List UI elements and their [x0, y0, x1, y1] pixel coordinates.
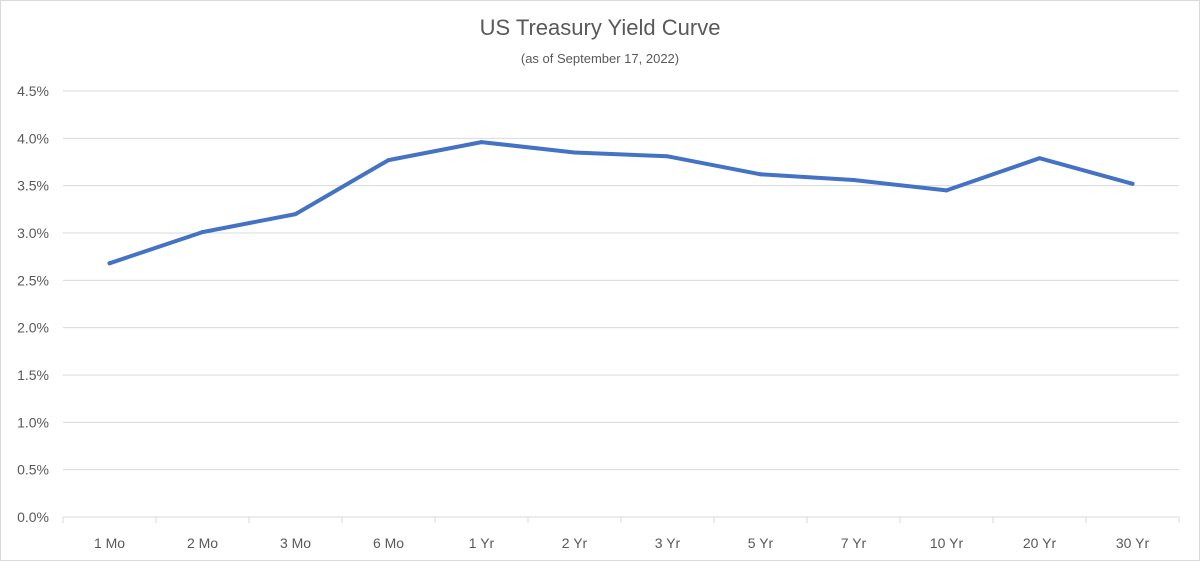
x-tick-label: 5 Yr — [748, 535, 774, 551]
data-point — [293, 212, 298, 217]
y-tick-label: 2.5% — [17, 272, 49, 288]
series-layer — [107, 140, 1135, 266]
data-point — [1037, 156, 1042, 161]
data-point — [944, 188, 949, 193]
y-tick-label: 0.5% — [17, 462, 49, 478]
x-tick-label: 2 Mo — [187, 535, 218, 551]
data-point — [479, 140, 484, 145]
data-point — [386, 158, 391, 163]
x-tick-label: 6 Mo — [373, 535, 404, 551]
y-tick-label: 4.0% — [17, 130, 49, 146]
x-tick-label: 3 Yr — [655, 535, 681, 551]
x-tick-label: 10 Yr — [930, 535, 964, 551]
x-axis-tick-labels: 1 Mo 2 Mo 3 Mo 6 Mo 1 Yr 2 Yr 3 Yr 5 Yr 7 Yr 10 Y… — [94, 535, 1150, 551]
x-tick-label: 1 Mo — [94, 535, 125, 551]
y-axis-tick-labels: 0.0% 0.5% 1.0% 1.5% 2.0% 2.5% 3.0% 3.5% 4.0% 4.5% — [17, 83, 49, 525]
data-point — [572, 150, 577, 155]
y-tick-label: 3.0% — [17, 225, 49, 241]
grid-lines — [63, 90, 1179, 471]
data-point — [758, 172, 763, 177]
data-point — [851, 177, 856, 182]
x-axis — [62, 516, 1180, 523]
y-tick-label: 1.0% — [17, 414, 49, 430]
chart-title: US Treasury Yield Curve — [479, 15, 721, 40]
y-tick-label: 4.5% — [17, 83, 49, 99]
x-tick-label: 3 Mo — [280, 535, 311, 551]
y-tick-label: 3.5% — [17, 178, 49, 194]
x-tick-label: 1 Yr — [469, 535, 495, 551]
x-tick-label: 30 Yr — [1116, 535, 1150, 551]
chart-subtitle: (as of September 17, 2022) — [520, 51, 680, 66]
series-line — [107, 140, 1135, 266]
x-tick-label: 7 Yr — [841, 535, 867, 551]
x-tick-label: 2 Yr — [562, 535, 588, 551]
data-point — [200, 230, 205, 235]
data-point — [1130, 181, 1135, 186]
x-tick-label: 20 Yr — [1023, 535, 1057, 551]
data-point — [107, 261, 112, 266]
y-tick-label: 2.0% — [17, 320, 49, 336]
y-tick-label: 0.0% — [17, 509, 49, 525]
y-tick-label: 1.5% — [17, 367, 49, 383]
data-point — [665, 154, 670, 159]
